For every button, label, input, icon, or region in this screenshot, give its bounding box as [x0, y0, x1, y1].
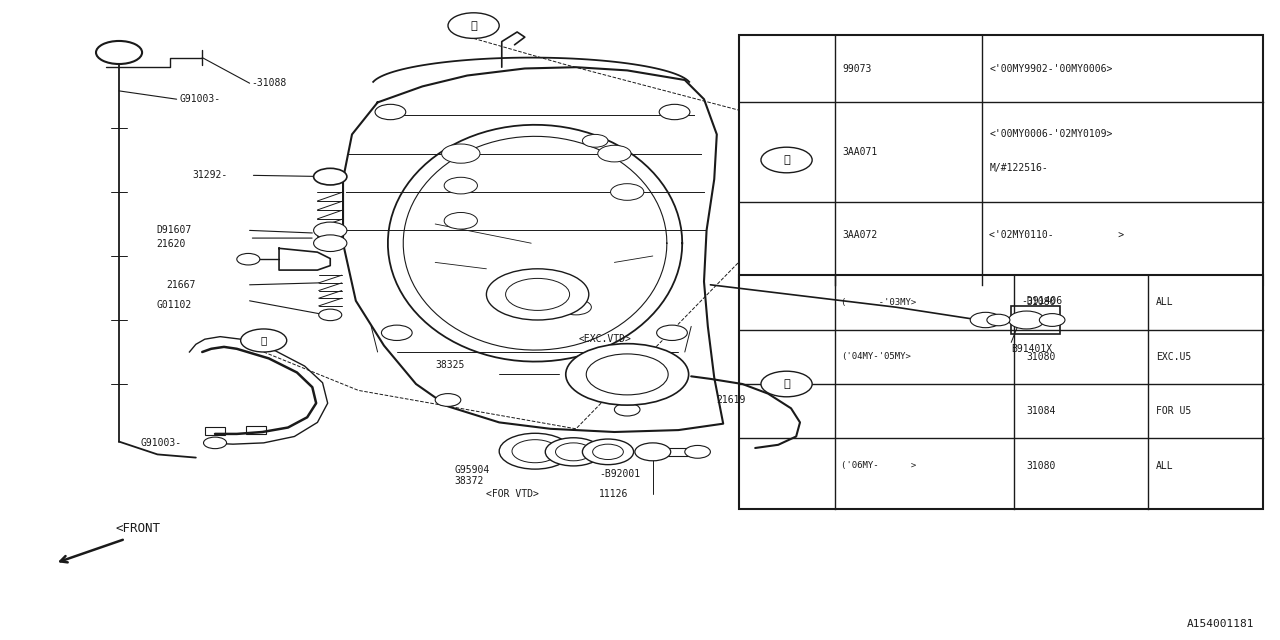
- Text: ②: ②: [261, 335, 266, 346]
- Circle shape: [241, 329, 287, 352]
- Circle shape: [375, 104, 406, 120]
- Circle shape: [314, 235, 347, 252]
- Text: ①: ①: [783, 155, 790, 165]
- Circle shape: [204, 437, 227, 449]
- Text: ②: ②: [783, 379, 790, 389]
- Text: <'00MY9902-'00MY0006>: <'00MY9902-'00MY0006>: [989, 64, 1112, 74]
- Circle shape: [237, 253, 260, 265]
- Text: ALL: ALL: [1156, 298, 1174, 307]
- Bar: [739, 35, 1263, 285]
- Text: D91607: D91607: [156, 225, 192, 236]
- Bar: [246, 426, 266, 434]
- Circle shape: [556, 443, 591, 461]
- Circle shape: [444, 177, 477, 194]
- Text: 21667: 21667: [166, 280, 196, 290]
- Text: ('06MY-      >: ('06MY- >: [841, 461, 916, 470]
- Text: 21619: 21619: [717, 395, 746, 405]
- Circle shape: [1009, 311, 1044, 329]
- Text: 31080: 31080: [1027, 298, 1056, 307]
- Text: 31084: 31084: [1027, 406, 1056, 416]
- Circle shape: [96, 41, 142, 64]
- Text: FOR U5: FOR U5: [1156, 406, 1192, 416]
- Text: 11126: 11126: [599, 489, 628, 499]
- Text: 99073: 99073: [842, 64, 872, 74]
- Circle shape: [448, 13, 499, 38]
- Ellipse shape: [105, 44, 133, 61]
- Circle shape: [760, 371, 813, 397]
- Text: M/#122516-: M/#122516-: [989, 163, 1048, 173]
- Circle shape: [512, 440, 558, 463]
- Circle shape: [442, 144, 480, 163]
- Circle shape: [611, 184, 644, 200]
- Circle shape: [490, 293, 521, 308]
- Text: <'00MY0006-'02MY0109>: <'00MY0006-'02MY0109>: [989, 129, 1112, 139]
- Circle shape: [760, 147, 813, 173]
- Circle shape: [486, 269, 589, 320]
- Bar: [739, 275, 1263, 509]
- Circle shape: [381, 325, 412, 340]
- Bar: [1011, 306, 1060, 334]
- Text: ①: ①: [470, 20, 477, 31]
- Circle shape: [593, 444, 623, 460]
- Circle shape: [685, 445, 710, 458]
- Text: 38325: 38325: [435, 360, 465, 370]
- Circle shape: [598, 145, 631, 162]
- Circle shape: [499, 433, 571, 469]
- Text: G95904: G95904: [454, 465, 490, 476]
- Text: 38372: 38372: [454, 476, 484, 486]
- Text: 3AA071: 3AA071: [842, 147, 878, 157]
- Text: <FRONT: <FRONT: [115, 522, 160, 534]
- Circle shape: [1039, 314, 1065, 326]
- Text: 31080: 31080: [1027, 461, 1056, 470]
- Text: -D91406: -D91406: [1021, 296, 1062, 306]
- Circle shape: [614, 403, 640, 416]
- Text: ('04MY-'05MY>: ('04MY-'05MY>: [841, 352, 911, 362]
- Circle shape: [444, 212, 477, 229]
- Circle shape: [319, 309, 342, 321]
- Text: <EXC.VTD>: <EXC.VTD>: [579, 334, 631, 344]
- Text: 31292-: 31292-: [192, 170, 228, 180]
- Circle shape: [545, 438, 602, 466]
- Circle shape: [582, 134, 608, 147]
- Text: G91003-: G91003-: [141, 438, 182, 448]
- Circle shape: [314, 222, 347, 239]
- Circle shape: [561, 300, 591, 315]
- Text: G91003-: G91003-: [179, 94, 220, 104]
- Text: B91401X: B91401X: [1011, 344, 1052, 354]
- Circle shape: [970, 312, 1001, 328]
- Text: (      -'03MY>: ( -'03MY>: [841, 298, 916, 307]
- Text: 3AA072: 3AA072: [842, 230, 878, 240]
- Text: A154001181: A154001181: [1187, 619, 1254, 629]
- Circle shape: [435, 394, 461, 406]
- Circle shape: [659, 104, 690, 120]
- Text: -31088: -31088: [251, 78, 287, 88]
- Circle shape: [314, 168, 347, 185]
- Text: G01102: G01102: [156, 300, 192, 310]
- Text: 31080: 31080: [1027, 352, 1056, 362]
- Circle shape: [635, 443, 671, 461]
- Text: EXC.U5: EXC.U5: [1156, 352, 1192, 362]
- Circle shape: [987, 314, 1010, 326]
- Text: <'02MY0110-           >: <'02MY0110- >: [989, 230, 1125, 240]
- Circle shape: [586, 354, 668, 395]
- Bar: [666, 448, 698, 456]
- Circle shape: [657, 325, 687, 340]
- Text: ALL: ALL: [1156, 461, 1174, 470]
- Bar: [205, 427, 225, 435]
- Circle shape: [566, 344, 689, 405]
- Circle shape: [582, 439, 634, 465]
- Text: -B92001: -B92001: [599, 468, 640, 479]
- Text: 21620: 21620: [156, 239, 186, 249]
- Circle shape: [506, 278, 570, 310]
- Text: <FOR VTD>: <FOR VTD>: [486, 489, 539, 499]
